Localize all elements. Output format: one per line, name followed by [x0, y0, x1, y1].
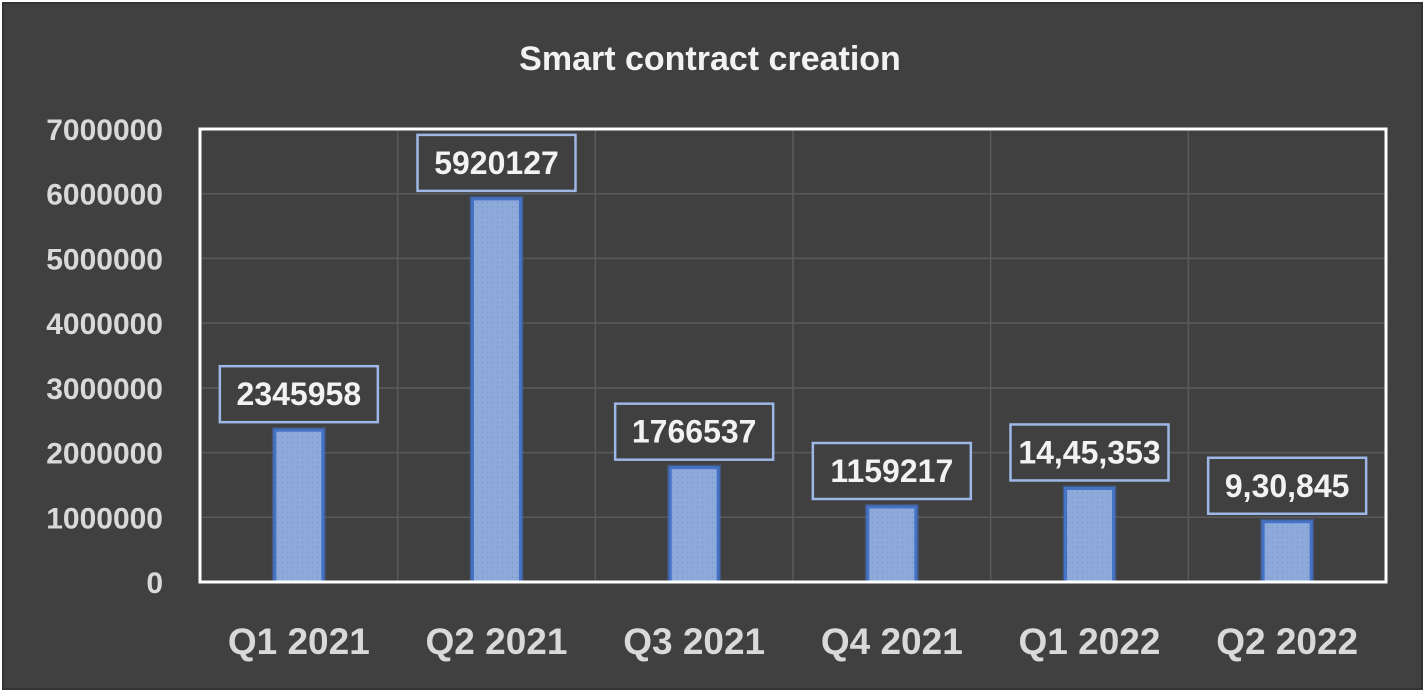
data-labels: 2345958 5920127 1766537 1159217 14,45,353 9,3…: [218, 133, 1368, 516]
y-tick-label: 6000000: [46, 179, 163, 212]
x-tick-label: Q1 2021: [228, 621, 370, 662]
x-axis-tick-labels: Q1 2021 Q2 2021 Q3 2021 Q4 2021 Q1 2022 Q2 20…: [228, 621, 1358, 662]
data-label-box: [416, 133, 577, 193]
bars: [271, 195, 1315, 584]
data-label-box: [811, 441, 973, 501]
y-tick-label: 2000000: [46, 438, 163, 471]
x-tick-label: Q2 2021: [426, 621, 568, 662]
data-label-text: 5920127: [434, 145, 559, 181]
plot-area-border: [198, 127, 1388, 584]
bar-q1-2022: [1064, 486, 1115, 584]
y-tick-label: 7000000: [46, 114, 163, 147]
x-tick-label: Q4 2021: [821, 621, 963, 662]
y-tick-label: 4000000: [46, 308, 163, 341]
data-label: 2345958: [218, 364, 380, 424]
x-tick-label: Q3 2021: [623, 621, 765, 662]
data-label-box: [1206, 456, 1368, 516]
x-tick-label: Q1 2022: [1019, 621, 1161, 662]
x-tick-label: Q2 2022: [1216, 621, 1358, 662]
data-label-box: [1009, 423, 1170, 482]
chart-title: Smart contract creation: [519, 40, 901, 78]
y-tick-label: 0: [146, 567, 163, 600]
data-label: 1159217: [811, 441, 973, 501]
data-label-text: 1159217: [830, 453, 953, 489]
bar-q2-2022: [1261, 520, 1313, 584]
bar-q1-2021: [273, 428, 325, 584]
y-axis-tick-labels: 0 1000000 2000000 3000000 4000000 5000000 6000…: [46, 114, 163, 600]
data-label: 9,30,845: [1206, 456, 1368, 516]
data-label: 14,45,353: [1009, 423, 1170, 482]
data-label-text: 1766537: [632, 414, 757, 450]
data-label-text: 14,45,353: [1018, 434, 1160, 470]
data-label: 5920127: [416, 133, 577, 193]
data-label-text: 9,30,845: [1225, 468, 1350, 504]
bar-q3-2021: [668, 466, 720, 584]
y-tick-label: 3000000: [46, 373, 163, 406]
data-label-box: [218, 364, 380, 424]
bar-q2-2021: [471, 197, 522, 584]
y-tick-label: 5000000: [46, 243, 163, 276]
data-label-text: 2345958: [237, 376, 362, 412]
gridlines: [200, 128, 1386, 583]
bar-q4-2021: [866, 505, 918, 584]
data-label-box: [613, 402, 775, 461]
data-label: 1766537: [613, 402, 775, 461]
y-tick-label: 1000000: [46, 502, 163, 535]
